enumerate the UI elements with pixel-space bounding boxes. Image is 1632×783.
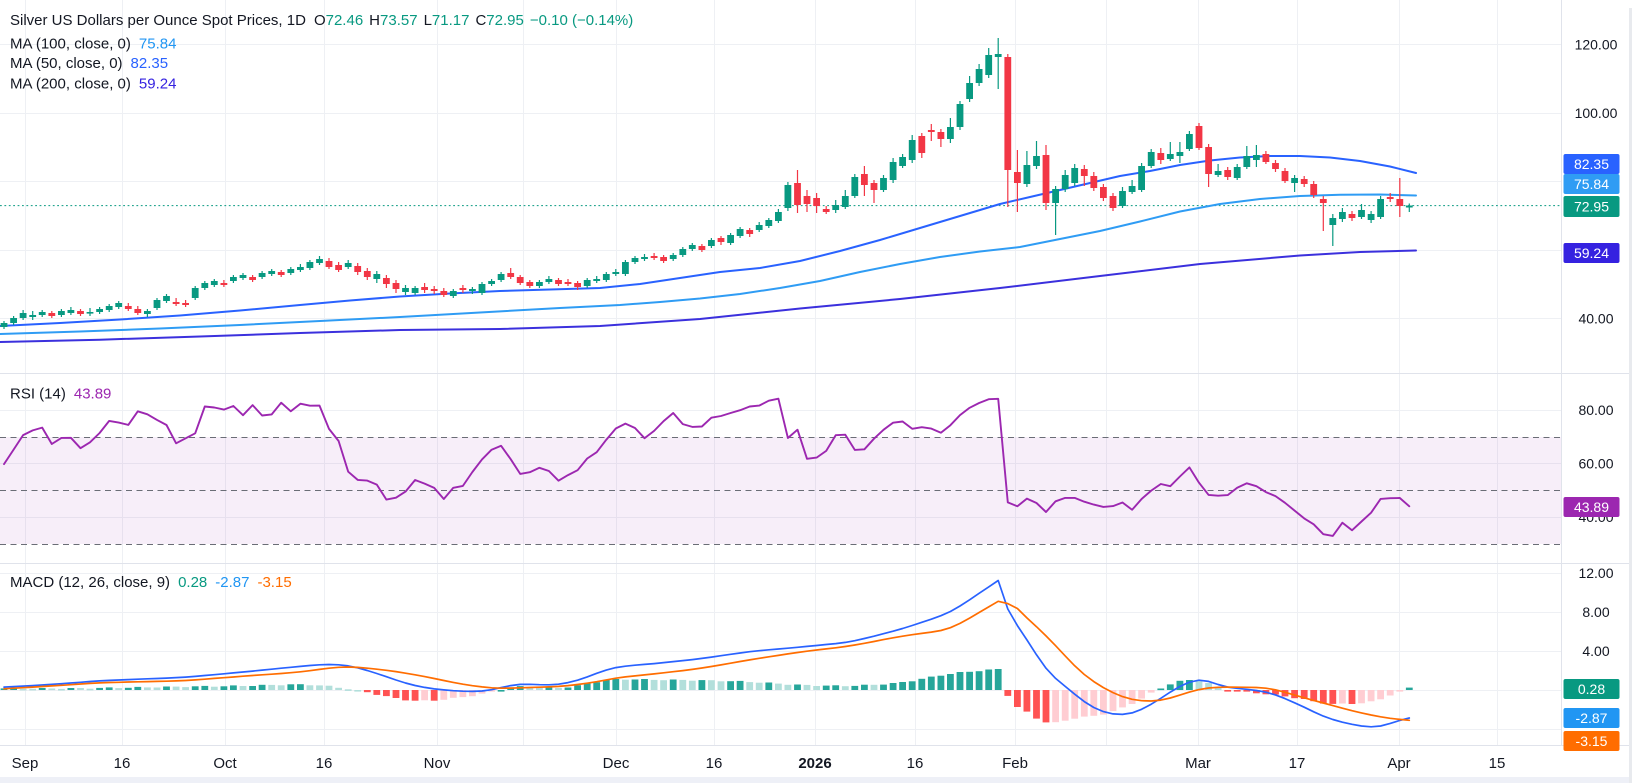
svg-text:Oct: Oct <box>213 755 237 772</box>
svg-text:MA (50, close, 0)82.35: MA (50, close, 0) 82.35 <box>10 55 168 72</box>
svg-text:43.89: 43.89 <box>1574 499 1609 515</box>
svg-text:Apr: Apr <box>1387 755 1410 772</box>
svg-text:72.95: 72.95 <box>1574 199 1609 215</box>
svg-text:RSI (14)43.89: RSI (14) 43.89 <box>10 386 111 403</box>
svg-text:40.00: 40.00 <box>1578 311 1613 327</box>
svg-text:16: 16 <box>114 755 131 772</box>
svg-text:Mar: Mar <box>1185 755 1211 772</box>
svg-text:16: 16 <box>706 755 723 772</box>
svg-text:80.00: 80.00 <box>1578 402 1613 418</box>
svg-text:Dec: Dec <box>603 755 630 772</box>
svg-text:75.84: 75.84 <box>1574 176 1609 192</box>
svg-text:15: 15 <box>1489 755 1506 772</box>
svg-text:Nov: Nov <box>424 755 451 772</box>
svg-text:16: 16 <box>907 755 924 772</box>
svg-text:82.35: 82.35 <box>1574 156 1609 172</box>
svg-text:-3.15: -3.15 <box>1576 733 1608 749</box>
svg-text:60.00: 60.00 <box>1578 456 1613 472</box>
svg-text:4.00: 4.00 <box>1582 643 1609 659</box>
svg-text:16: 16 <box>316 755 333 772</box>
svg-text:MA (200, close, 0)59.24: MA (200, close, 0) 59.24 <box>10 76 176 93</box>
svg-text:MACD (12, 26, close, 9)0.28-2.: MACD (12, 26, close, 9) 0.28 -2.87 -3.15 <box>10 574 292 591</box>
svg-text:17: 17 <box>1289 755 1306 772</box>
svg-text:Feb: Feb <box>1002 755 1028 772</box>
svg-text:8.00: 8.00 <box>1582 604 1609 620</box>
svg-text:MA (100, close, 0)75.84: MA (100, close, 0) 75.84 <box>10 36 176 53</box>
svg-text:120.00: 120.00 <box>1575 37 1618 53</box>
svg-text:12.00: 12.00 <box>1578 565 1613 581</box>
svg-text:59.24: 59.24 <box>1574 245 1609 261</box>
svg-text:-2.87: -2.87 <box>1576 710 1608 726</box>
svg-text:Silver US Dollars per Ounce Sp: Silver US Dollars per Ounce Spot Prices,… <box>10 12 633 29</box>
svg-text:0.28: 0.28 <box>1578 681 1605 697</box>
svg-text:100.00: 100.00 <box>1575 105 1618 121</box>
svg-text:2026: 2026 <box>798 755 831 772</box>
svg-text:Sep: Sep <box>12 755 39 772</box>
